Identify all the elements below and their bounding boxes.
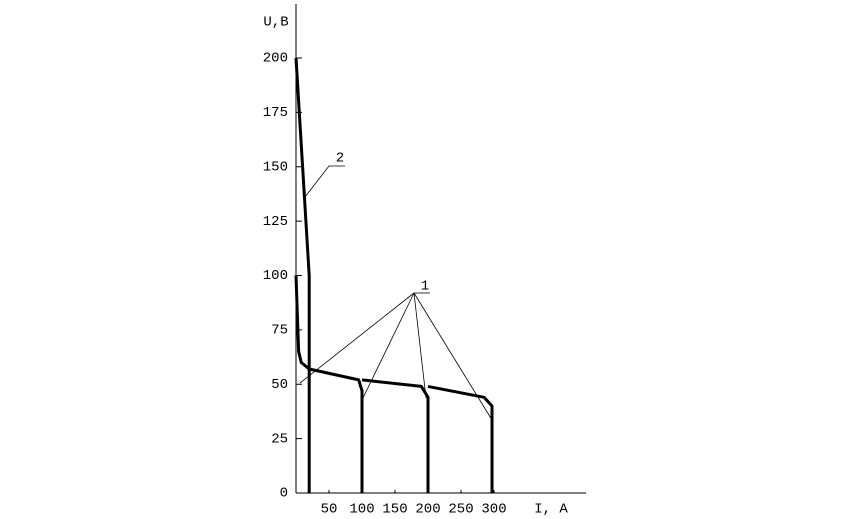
x-tick-label: 200 [415, 502, 440, 518]
x-tick-label: 50 [321, 502, 338, 518]
y-tick-label: 200 [263, 51, 288, 67]
curve [361, 378, 430, 493]
y-tick-label: 25 [271, 431, 288, 447]
annotation: 2 [336, 151, 344, 167]
y-tick-label: 100 [263, 268, 288, 284]
x-tick-label: 250 [448, 502, 473, 518]
y-tick-label: 150 [263, 159, 288, 175]
x-tick-label: 150 [382, 502, 407, 518]
y-tick-label: 50 [271, 377, 288, 393]
y-tick-label: 75 [271, 323, 288, 339]
y-axis-label: U,B [263, 15, 288, 31]
leader-line [299, 292, 415, 384]
curve [294, 275, 364, 493]
y-tick-label: 175 [263, 105, 288, 121]
x-axis-label: I, A [534, 502, 568, 518]
leader-line [413, 292, 493, 421]
x-tick-label: 100 [349, 502, 374, 518]
leader-line [413, 292, 427, 399]
x-tick-label: 300 [481, 502, 506, 518]
curve [427, 384, 494, 493]
leader-line [304, 165, 345, 198]
y-tick-label: 125 [263, 214, 288, 230]
curve [294, 57, 311, 493]
y-tick-label: 0 [280, 486, 288, 502]
annotation: 1 [421, 279, 429, 295]
